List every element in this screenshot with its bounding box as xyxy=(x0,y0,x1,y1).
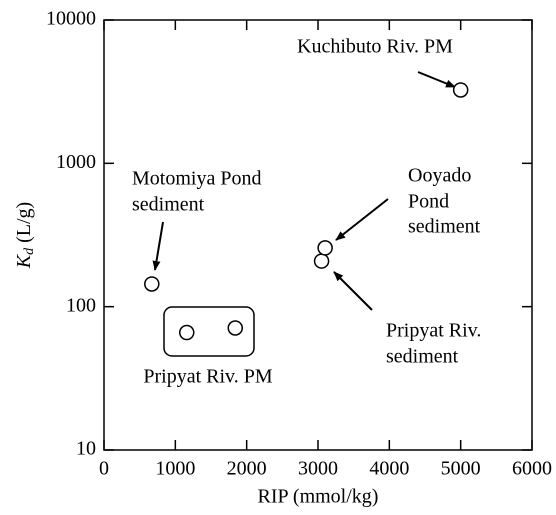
y-label-subscript: d xyxy=(22,247,37,255)
point xyxy=(317,240,333,256)
x-tick-label: 6000 xyxy=(512,458,552,480)
annotation: sediment xyxy=(132,194,205,216)
annotation: Pripyat Riv. PM xyxy=(143,366,272,388)
point xyxy=(178,324,195,341)
x-tick-label: 1000 xyxy=(155,458,195,480)
y-axis-label: Kd (L/g) xyxy=(13,202,38,269)
arrow xyxy=(335,198,389,241)
arrow xyxy=(152,221,164,271)
point xyxy=(144,276,160,292)
point xyxy=(313,253,330,269)
arrow xyxy=(333,271,373,311)
annotation: sediment xyxy=(386,346,459,368)
annotation: Pond xyxy=(408,191,449,213)
arrow xyxy=(417,71,456,88)
annotation: sediment xyxy=(408,216,481,238)
x-axis-label: RIP (mmol/kg) xyxy=(258,486,379,508)
y-label-unit: (L/g) xyxy=(13,202,35,243)
point xyxy=(452,82,469,98)
x-tick-label: 3000 xyxy=(298,458,338,480)
y-tick-label: 100 xyxy=(66,294,96,316)
x-tick-label: 4000 xyxy=(369,458,409,480)
y-tick-label: 10000 xyxy=(46,8,96,30)
x-tick-label: 0 xyxy=(99,458,109,480)
y-tick-label: 10 xyxy=(76,438,96,460)
x-tick-label: 2000 xyxy=(227,458,267,480)
annotation: Motomiya Pond xyxy=(132,168,261,190)
annotation: Kuchibuto Riv. PM xyxy=(297,36,453,58)
annotation: Ooyado xyxy=(408,165,471,187)
annotation: Pripyat Riv. xyxy=(386,320,481,342)
y-label-symbol: K xyxy=(13,253,35,269)
point xyxy=(227,320,244,336)
group-box xyxy=(163,306,255,357)
x-tick-label: 5000 xyxy=(441,458,481,480)
y-tick-label: 1000 xyxy=(56,151,96,173)
